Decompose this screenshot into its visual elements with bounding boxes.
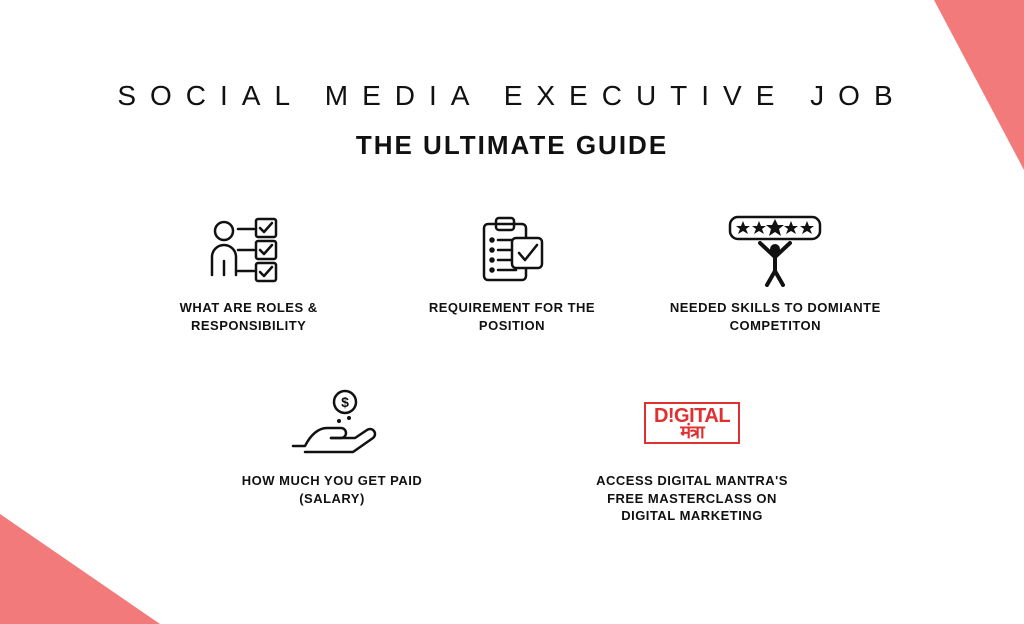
hand-coin-icon: $	[287, 384, 377, 462]
item-salary: $ HOW MUCH YOU GET PAID (SALARY)	[222, 384, 442, 525]
items-row-2: $ HOW MUCH YOU GET PAID (SALARY) D!GITAL…	[0, 384, 1024, 525]
heading-block: SOCIAL MEDIA EXECUTIVE JOB THE ULTIMATE …	[0, 0, 1024, 161]
item-roles: WHAT ARE ROLES & RESPONSIBILITY	[139, 211, 359, 334]
page-title: SOCIAL MEDIA EXECUTIVE JOB	[0, 80, 1024, 112]
logo-line-2: मंत्रा	[654, 425, 730, 440]
corner-accent-top-right	[934, 0, 1024, 170]
clipboard-check-icon	[472, 211, 552, 289]
item-label: HOW MUCH YOU GET PAID (SALARY)	[222, 472, 442, 507]
item-label: ACCESS DIGITAL MANTRA'S FREE MASTERCLASS…	[582, 472, 802, 525]
item-label: WHAT ARE ROLES & RESPONSIBILITY	[139, 299, 359, 334]
item-skills: NEEDED SKILLS TO DOMIANTE COMPETITON	[665, 211, 885, 334]
page-subtitle: THE ULTIMATE GUIDE	[0, 130, 1024, 161]
corner-accent-bottom-left	[0, 514, 160, 624]
items-row-1: WHAT ARE ROLES & RESPONSIBILITY REQUIREM…	[122, 211, 902, 334]
star-person-icon	[720, 211, 830, 289]
item-masterclass: D!GITAL मंत्रा ACCESS DIGITAL MANTRA'S F…	[582, 384, 802, 525]
item-requirement: REQUIREMENT FOR THE POSITION	[402, 211, 622, 334]
item-label: NEEDED SKILLS TO DOMIANTE COMPETITON	[665, 299, 885, 334]
item-label: REQUIREMENT FOR THE POSITION	[402, 299, 622, 334]
person-checklist-icon	[204, 211, 294, 289]
svg-text:$: $	[341, 394, 349, 410]
digital-mantra-logo-icon: D!GITAL मंत्रा	[644, 384, 740, 462]
